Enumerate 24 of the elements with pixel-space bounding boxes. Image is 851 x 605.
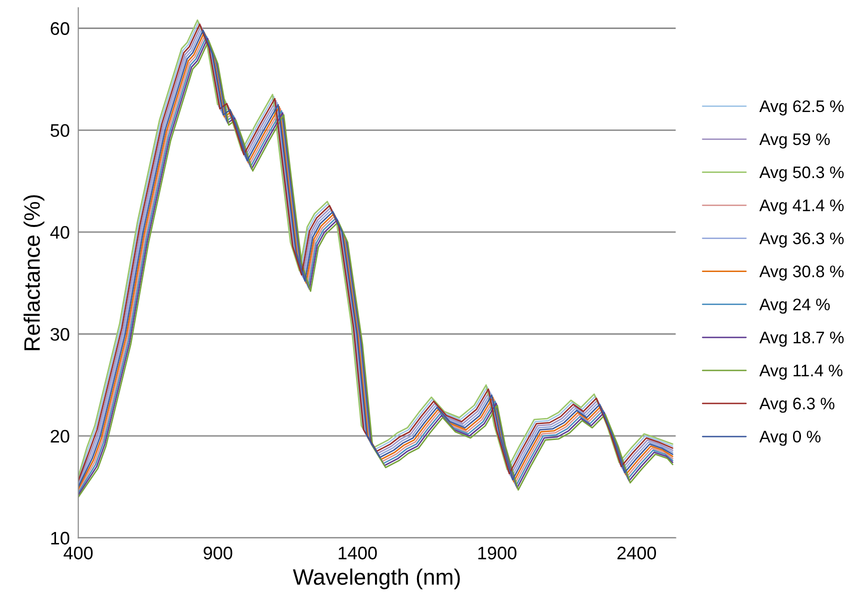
legend-label: Avg 30.8 % [759,266,844,281]
legend-label: Avg 50.3 % [759,166,844,182]
y-axis-title: Reflactance (%) [24,195,44,350]
y-tick-label: 20 [50,430,70,443]
x-tick-label: 1400 [338,546,377,560]
legend-label: Avg 11.4 % [759,364,842,380]
x-tick-label: 1900 [478,546,516,560]
legend-label: Avg 41.4 % [759,200,844,215]
y-tick-label: 60 [50,22,70,35]
x-tick-label: 400 [64,546,93,560]
legend-label: Avg 6.3 % [759,398,834,413]
x-tick-label: 2400 [617,546,656,560]
y-tick-label: 10 [51,532,70,545]
legend-label: Avg 62.5 % [759,100,844,116]
legend-label: Avg 24 % [759,298,830,314]
y-tick-label: 40 [50,226,70,239]
x-tick-label: 900 [204,546,232,560]
legend-label: Avg 59 % [759,133,830,148]
legend-label: Avg 18.7 % [759,332,844,347]
y-tick-label: 30 [50,328,70,341]
legend-label: Avg 36.3 % [759,232,844,248]
y-tick-label: 50 [50,124,70,137]
legend-label: Avg 0 % [759,430,820,446]
x-axis-title: Wavelength (nm) [292,568,460,590]
